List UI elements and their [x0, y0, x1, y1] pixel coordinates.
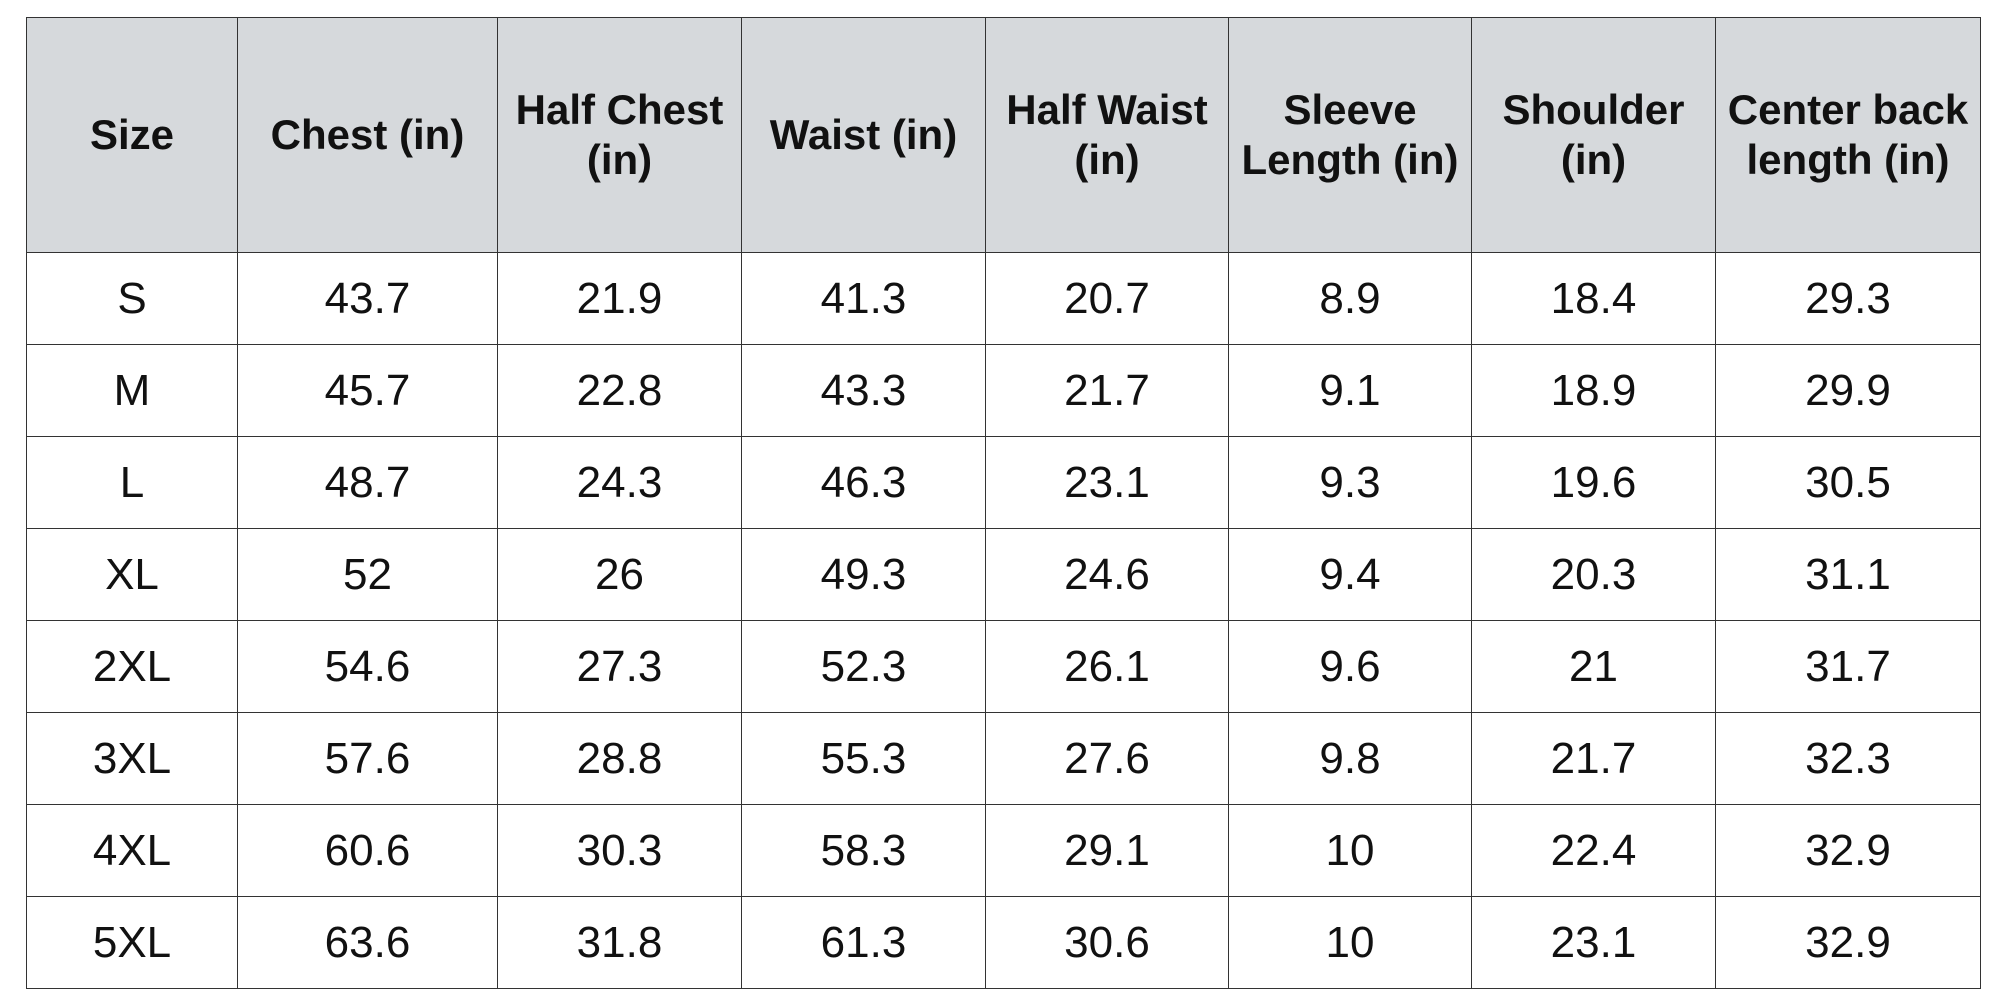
measure-cell: 52.3 [741, 620, 986, 713]
measure-cell: 22.4 [1471, 804, 1716, 897]
measure-cell: 41.3 [741, 252, 986, 345]
header-cell: Waist (in) [741, 17, 986, 253]
measure-cell: 19.6 [1471, 436, 1716, 529]
measure-cell: 29.3 [1715, 252, 1981, 345]
measure-cell: 48.7 [237, 436, 498, 529]
measure-cell: 63.6 [237, 896, 498, 989]
table-row: L 48.7 24.3 46.3 23.1 9.3 19.6 30.5 [26, 436, 1981, 529]
measure-cell: 43.3 [741, 344, 986, 437]
measure-cell: 22.8 [497, 344, 742, 437]
header-cell: Shoulder (in) [1471, 17, 1716, 253]
measure-cell: 52 [237, 528, 498, 621]
size-cell: 4XL [26, 804, 238, 897]
size-cell: XL [26, 528, 238, 621]
table-row: 2XL 54.6 27.3 52.3 26.1 9.6 21 31.7 [26, 620, 1981, 713]
measure-cell: 9.3 [1228, 436, 1472, 529]
size-cell: L [26, 436, 238, 529]
table-row: M 45.7 22.8 43.3 21.7 9.1 18.9 29.9 [26, 344, 1981, 437]
measure-cell: 21.7 [1471, 712, 1716, 805]
measure-cell: 43.7 [237, 252, 498, 345]
measure-cell: 54.6 [237, 620, 498, 713]
measure-cell: 58.3 [741, 804, 986, 897]
size-cell: 2XL [26, 620, 238, 713]
table-row: S 43.7 21.9 41.3 20.7 8.9 18.4 29.3 [26, 252, 1981, 345]
header-cell: Sleeve Length (in) [1228, 17, 1472, 253]
header-row: Size Chest (in) Half Chest (in) Waist (in) H… [26, 17, 1981, 253]
measure-cell: 61.3 [741, 896, 986, 989]
size-cell: M [26, 344, 238, 437]
measure-cell: 9.4 [1228, 528, 1472, 621]
table-body: S 43.7 21.9 41.3 20.7 8.9 18.4 29.3 M 45.7 22.8 43.… [26, 252, 1981, 989]
header-cell: Half Chest (in) [497, 17, 742, 253]
measure-cell: 24.6 [985, 528, 1229, 621]
measure-cell: 23.1 [1471, 896, 1716, 989]
measure-cell: 30.5 [1715, 436, 1981, 529]
header-cell: Size [26, 17, 238, 253]
measure-cell: 29.9 [1715, 344, 1981, 437]
measure-cell: 21.7 [985, 344, 1229, 437]
measure-cell: 23.1 [985, 436, 1229, 529]
measure-cell: 10 [1228, 896, 1472, 989]
measure-cell: 8.9 [1228, 252, 1472, 345]
table-row: 4XL 60.6 30.3 58.3 29.1 10 22.4 32.9 [26, 804, 1981, 897]
measure-cell: 9.8 [1228, 712, 1472, 805]
measure-cell: 24.3 [497, 436, 742, 529]
measure-cell: 21 [1471, 620, 1716, 713]
measure-cell: 18.9 [1471, 344, 1716, 437]
header-cell: Half Waist (in) [985, 17, 1229, 253]
measure-cell: 20.3 [1471, 528, 1716, 621]
measure-cell: 27.6 [985, 712, 1229, 805]
size-cell: S [26, 252, 238, 345]
measure-cell: 30.6 [985, 896, 1229, 989]
measure-cell: 31.8 [497, 896, 742, 989]
measure-cell: 26 [497, 528, 742, 621]
measure-cell: 9.6 [1228, 620, 1472, 713]
size-table: Size Chest (in) Half Chest (in) Waist (in) H… [26, 17, 1981, 989]
header-cell: Center back length (in) [1715, 17, 1981, 253]
table-row: 5XL 63.6 31.8 61.3 30.6 10 23.1 32.9 [26, 896, 1981, 989]
size-cell: 3XL [26, 712, 238, 805]
measure-cell: 20.7 [985, 252, 1229, 345]
measure-cell: 27.3 [497, 620, 742, 713]
measure-cell: 21.9 [497, 252, 742, 345]
measure-cell: 31.1 [1715, 528, 1981, 621]
measure-cell: 31.7 [1715, 620, 1981, 713]
measure-cell: 30.3 [497, 804, 742, 897]
measure-cell: 55.3 [741, 712, 986, 805]
measure-cell: 45.7 [237, 344, 498, 437]
measure-cell: 49.3 [741, 528, 986, 621]
measure-cell: 32.3 [1715, 712, 1981, 805]
size-cell: 5XL [26, 896, 238, 989]
measure-cell: 18.4 [1471, 252, 1716, 345]
measure-cell: 10 [1228, 804, 1472, 897]
measure-cell: 57.6 [237, 712, 498, 805]
measure-cell: 32.9 [1715, 896, 1981, 989]
measure-cell: 32.9 [1715, 804, 1981, 897]
header-cell: Chest (in) [237, 17, 498, 253]
measure-cell: 9.1 [1228, 344, 1472, 437]
table-row: 3XL 57.6 28.8 55.3 27.6 9.8 21.7 32.3 [26, 712, 1981, 805]
measure-cell: 26.1 [985, 620, 1229, 713]
measure-cell: 29.1 [985, 804, 1229, 897]
measure-cell: 28.8 [497, 712, 742, 805]
measure-cell: 60.6 [237, 804, 498, 897]
table-row: XL 52 26 49.3 24.6 9.4 20.3 31.1 [26, 528, 1981, 621]
measure-cell: 46.3 [741, 436, 986, 529]
